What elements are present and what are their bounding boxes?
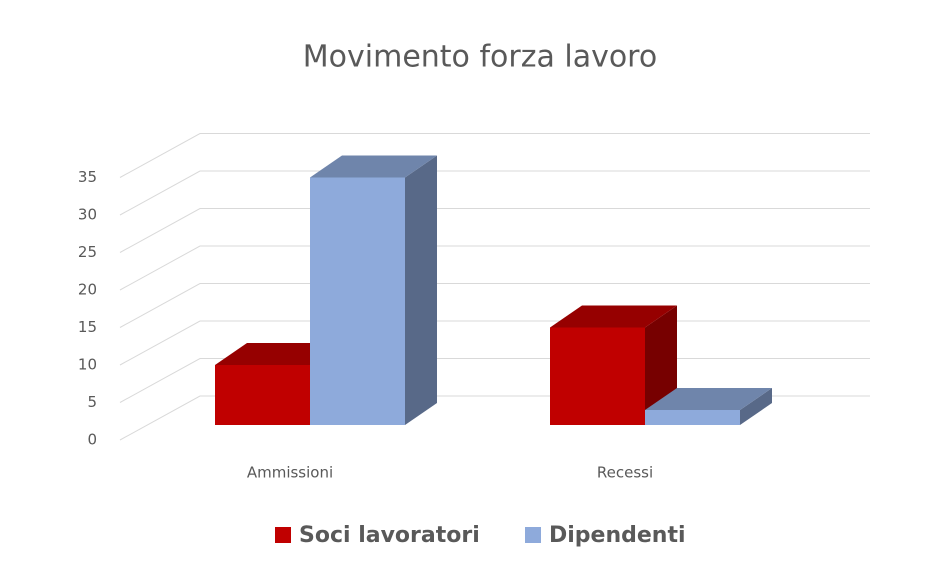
grid-line xyxy=(119,245,870,291)
bar-top xyxy=(645,388,772,410)
legend-swatch xyxy=(275,527,291,543)
grid-line xyxy=(119,133,870,178)
bar xyxy=(550,327,645,425)
legend-label: Dipendenti xyxy=(549,523,686,548)
bar-top xyxy=(550,305,677,328)
bar-top xyxy=(310,155,437,178)
y-tick-label: 20 xyxy=(78,281,97,299)
y-tick-label: 10 xyxy=(78,356,97,374)
bar-side xyxy=(740,388,772,425)
grid-line xyxy=(119,170,870,216)
y-tick-label: 30 xyxy=(78,206,97,224)
bar xyxy=(215,365,310,425)
y-tick-label: 0 xyxy=(87,431,97,449)
chart-title: Movimento forza lavoro xyxy=(303,40,657,75)
grid-line xyxy=(119,283,870,328)
legend-label: Soci lavoratori xyxy=(299,523,480,548)
bar xyxy=(645,410,740,425)
bar-side xyxy=(405,155,437,425)
legend-swatch xyxy=(525,527,541,543)
y-tick-label: 25 xyxy=(78,243,97,261)
y-tick-label: 35 xyxy=(78,168,97,186)
grid-line xyxy=(119,208,870,253)
y-tick-label: 5 xyxy=(87,393,97,411)
y-tick-label: 15 xyxy=(78,318,97,336)
bar xyxy=(310,177,405,425)
x-tick-label: Ammissioni xyxy=(247,464,333,482)
x-tick-label: Recessi xyxy=(597,464,653,482)
